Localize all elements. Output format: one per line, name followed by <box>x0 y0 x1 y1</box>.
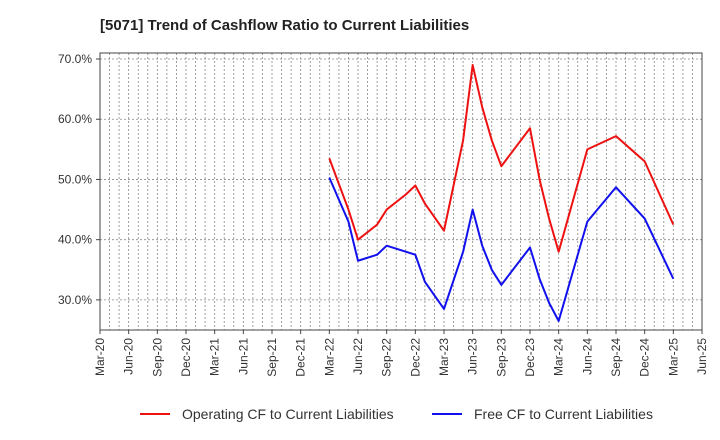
x-tick-label: Dec-24 <box>638 338 652 377</box>
x-tick-label: Dec-22 <box>408 338 422 377</box>
chart-title: [5071] Trend of Cashflow Ratio to Curren… <box>100 17 469 34</box>
legend-label-1: Operating CF to Current Liabilities <box>182 406 394 422</box>
x-tick-label: Dec-23 <box>523 338 537 377</box>
plot-frame <box>99 52 703 331</box>
x-tick-label: Mar-20 <box>93 338 107 376</box>
x-tick-label: Jun-22 <box>351 338 365 375</box>
x-tick-label: Mar-22 <box>322 338 336 376</box>
x-tick-label: Jun-20 <box>122 338 136 375</box>
x-tick-label: Sep-21 <box>265 338 279 377</box>
y-tick-label: 50.0% <box>58 172 92 186</box>
x-tick-label: Dec-20 <box>179 338 193 377</box>
y-tick-label: 30.0% <box>58 293 92 307</box>
x-tick-label: Jun-25 <box>695 338 709 375</box>
x-tick-label: Mar-21 <box>208 338 222 376</box>
x-tick-label: Jun-21 <box>236 338 250 375</box>
legend: Operating CF to Current Liabilities Free … <box>140 406 653 422</box>
x-tick-label: Mar-24 <box>552 338 566 376</box>
x-tick-label: Mar-25 <box>666 338 680 376</box>
x-tick-label: Sep-24 <box>609 338 623 377</box>
legend-label-2: Free CF to Current Liabilities <box>474 406 653 422</box>
x-axis: Mar-20 Jun-20 Sep-20 Dec-20 Mar-21 Jun-21 Sep-… <box>93 330 709 377</box>
x-tick-label: Jun-23 <box>466 338 480 375</box>
y-tick-label: 70.0% <box>58 52 92 66</box>
y-axis: 30.0% 40.0% 50.0% 60.0% 70.0% <box>58 52 100 307</box>
x-tick-label: Dec-21 <box>294 338 308 377</box>
x-tick-label: Sep-23 <box>494 338 508 377</box>
x-tick-label: Mar-23 <box>437 338 451 376</box>
x-tick-label: Sep-20 <box>150 338 164 377</box>
series-group <box>328 64 675 322</box>
x-tick-label: Sep-22 <box>380 338 394 377</box>
series-line-1 <box>328 64 675 253</box>
x-tick-label: Jun-24 <box>580 338 594 375</box>
y-tick-label: 60.0% <box>58 112 92 126</box>
series-line-2 <box>328 177 675 322</box>
grid <box>100 53 702 330</box>
y-tick-label: 40.0% <box>58 233 92 247</box>
